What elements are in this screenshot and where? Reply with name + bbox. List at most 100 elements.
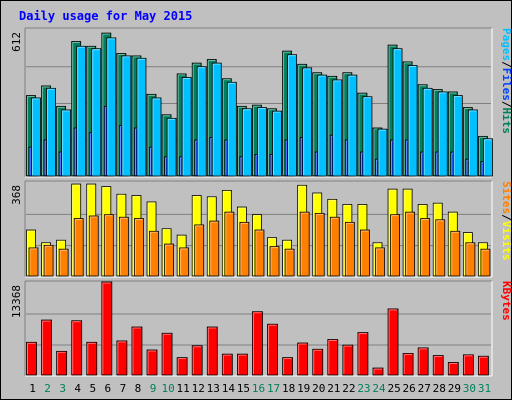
bar-pages-day-21 <box>332 79 343 177</box>
bar-sites-day-17 <box>269 246 280 277</box>
bar-sites-day-13 <box>209 220 220 277</box>
bar-kbytes-day-2 <box>41 319 52 376</box>
panel-visits-sites: 368 Sites/Visits <box>10 180 512 278</box>
legend-hits-files-pages: Pages/Files/Hits <box>500 28 511 134</box>
legend-item-kbytes: KBytes <box>500 281 511 321</box>
x-tick-day-11: 11 <box>177 382 190 395</box>
bar-pages-day-26 <box>407 65 418 177</box>
x-tick-day-4: 4 <box>74 382 81 395</box>
bar-kbytes-day-14 <box>221 353 233 376</box>
bar-sites-day-6 <box>103 214 114 277</box>
bar-sites-day-14 <box>224 211 235 277</box>
bar-pages-day-6 <box>106 37 117 177</box>
x-tick-day-17: 17 <box>267 382 280 395</box>
bar-pages-day-30 <box>467 109 478 177</box>
bar-kbytes-day-4 <box>71 320 83 376</box>
bar-sites-day-19 <box>299 211 310 277</box>
x-tick-day-19: 19 <box>297 382 310 395</box>
bar-pages-day-3 <box>61 109 72 177</box>
bar-pages-day-4 <box>76 45 87 177</box>
x-tick-day-1: 1 <box>29 382 36 395</box>
bar-kbytes-day-27 <box>417 347 429 376</box>
bar-sites-day-28 <box>435 219 446 277</box>
x-tick-day-31: 31 <box>478 382 491 395</box>
bar-pages-day-2 <box>46 87 56 177</box>
bar-pages-day-19 <box>302 67 313 177</box>
bar-kbytes-day-3 <box>56 350 68 376</box>
legend-separator: / <box>500 214 511 221</box>
legend-item-sites: Sites <box>500 181 511 214</box>
bar-kbytes-day-15 <box>237 353 248 376</box>
bar-pages-day-13 <box>211 62 222 177</box>
bar-pages-day-29 <box>452 95 463 177</box>
bar-pages-day-5 <box>91 48 102 177</box>
bar-sites-day-1 <box>28 247 39 277</box>
bar-sites-day-24 <box>375 247 385 277</box>
bar-pages-day-17 <box>272 110 282 177</box>
x-tick-day-23: 23 <box>357 382 370 395</box>
bar-kbytes-day-26 <box>402 353 414 376</box>
x-tick-day-30: 30 <box>463 382 476 395</box>
y-max-tick-label: 368 <box>10 185 23 205</box>
x-tick-day-8: 8 <box>135 382 142 395</box>
bar-kbytes-day-20 <box>312 348 324 376</box>
x-tick-day-29: 29 <box>448 382 461 395</box>
bar-kbytes-day-28 <box>432 355 444 376</box>
bar-kbytes-day-24 <box>372 367 384 376</box>
x-tick-day-7: 7 <box>120 382 127 395</box>
bar-kbytes-day-25 <box>387 308 399 376</box>
bar-kbytes-day-10 <box>161 332 173 376</box>
legend-item-pages: Pages <box>500 28 511 61</box>
bar-kbytes-day-12 <box>191 345 203 376</box>
bar-sites-day-8 <box>134 218 144 277</box>
x-tick-day-24: 24 <box>372 382 386 395</box>
bar-pages-day-22 <box>347 74 358 177</box>
bar-kbytes-day-22 <box>342 344 354 376</box>
bar-pages-day-1 <box>31 97 41 177</box>
legend-separator: / <box>500 61 511 68</box>
x-tick-day-9: 9 <box>150 382 157 395</box>
bar-sites-day-2 <box>43 244 54 277</box>
x-tick-day-16: 16 <box>252 382 265 395</box>
x-tick-day-21: 21 <box>327 382 340 395</box>
bar-sites-day-12 <box>194 224 205 277</box>
bar-kbytes-day-19 <box>297 342 309 376</box>
bar-sites-day-26 <box>405 211 416 277</box>
x-tick-day-3: 3 <box>59 382 66 395</box>
x-tick-day-28: 28 <box>433 382 446 395</box>
x-tick-day-15: 15 <box>237 382 250 395</box>
bar-pages-day-15 <box>242 108 252 177</box>
bar-sites-day-7 <box>118 216 129 277</box>
y-max-tick-label: 13368 <box>10 285 23 318</box>
bar-sites-day-16 <box>254 229 265 277</box>
x-tick-day-14: 14 <box>222 382 236 395</box>
x-tick-day-20: 20 <box>312 382 325 395</box>
bar-sites-day-23 <box>360 229 370 277</box>
bar-kbytes-day-6 <box>101 281 113 376</box>
bar-sites-day-9 <box>149 230 159 277</box>
bar-kbytes-day-17 <box>267 323 278 376</box>
x-tick-day-22: 22 <box>342 382 355 395</box>
bar-kbytes-day-21 <box>327 339 339 376</box>
bar-pages-day-31 <box>483 138 493 177</box>
legend-kbytes: KBytes <box>500 281 511 321</box>
bar-pages-day-18 <box>287 54 297 177</box>
bar-sites-day-22 <box>344 221 355 277</box>
bar-sites-day-30 <box>465 242 476 277</box>
x-tick-day-10: 10 <box>161 382 174 395</box>
x-tick-day-25: 25 <box>387 382 400 395</box>
bar-pages-day-10 <box>166 117 177 177</box>
bar-sites-day-25 <box>390 214 400 277</box>
bar-kbytes-day-9 <box>146 349 158 376</box>
bar-sites-day-3 <box>58 248 69 277</box>
legend-item-visits: Visits <box>500 221 511 261</box>
bar-pages-day-8 <box>136 57 147 177</box>
bar-sites-day-5 <box>88 215 99 277</box>
bar-pages-day-14 <box>226 81 237 177</box>
bar-kbytes-day-16 <box>252 311 263 376</box>
bar-pages-day-25 <box>392 48 403 177</box>
bar-sites-day-18 <box>284 248 295 277</box>
bar-sites-day-31 <box>480 248 491 277</box>
